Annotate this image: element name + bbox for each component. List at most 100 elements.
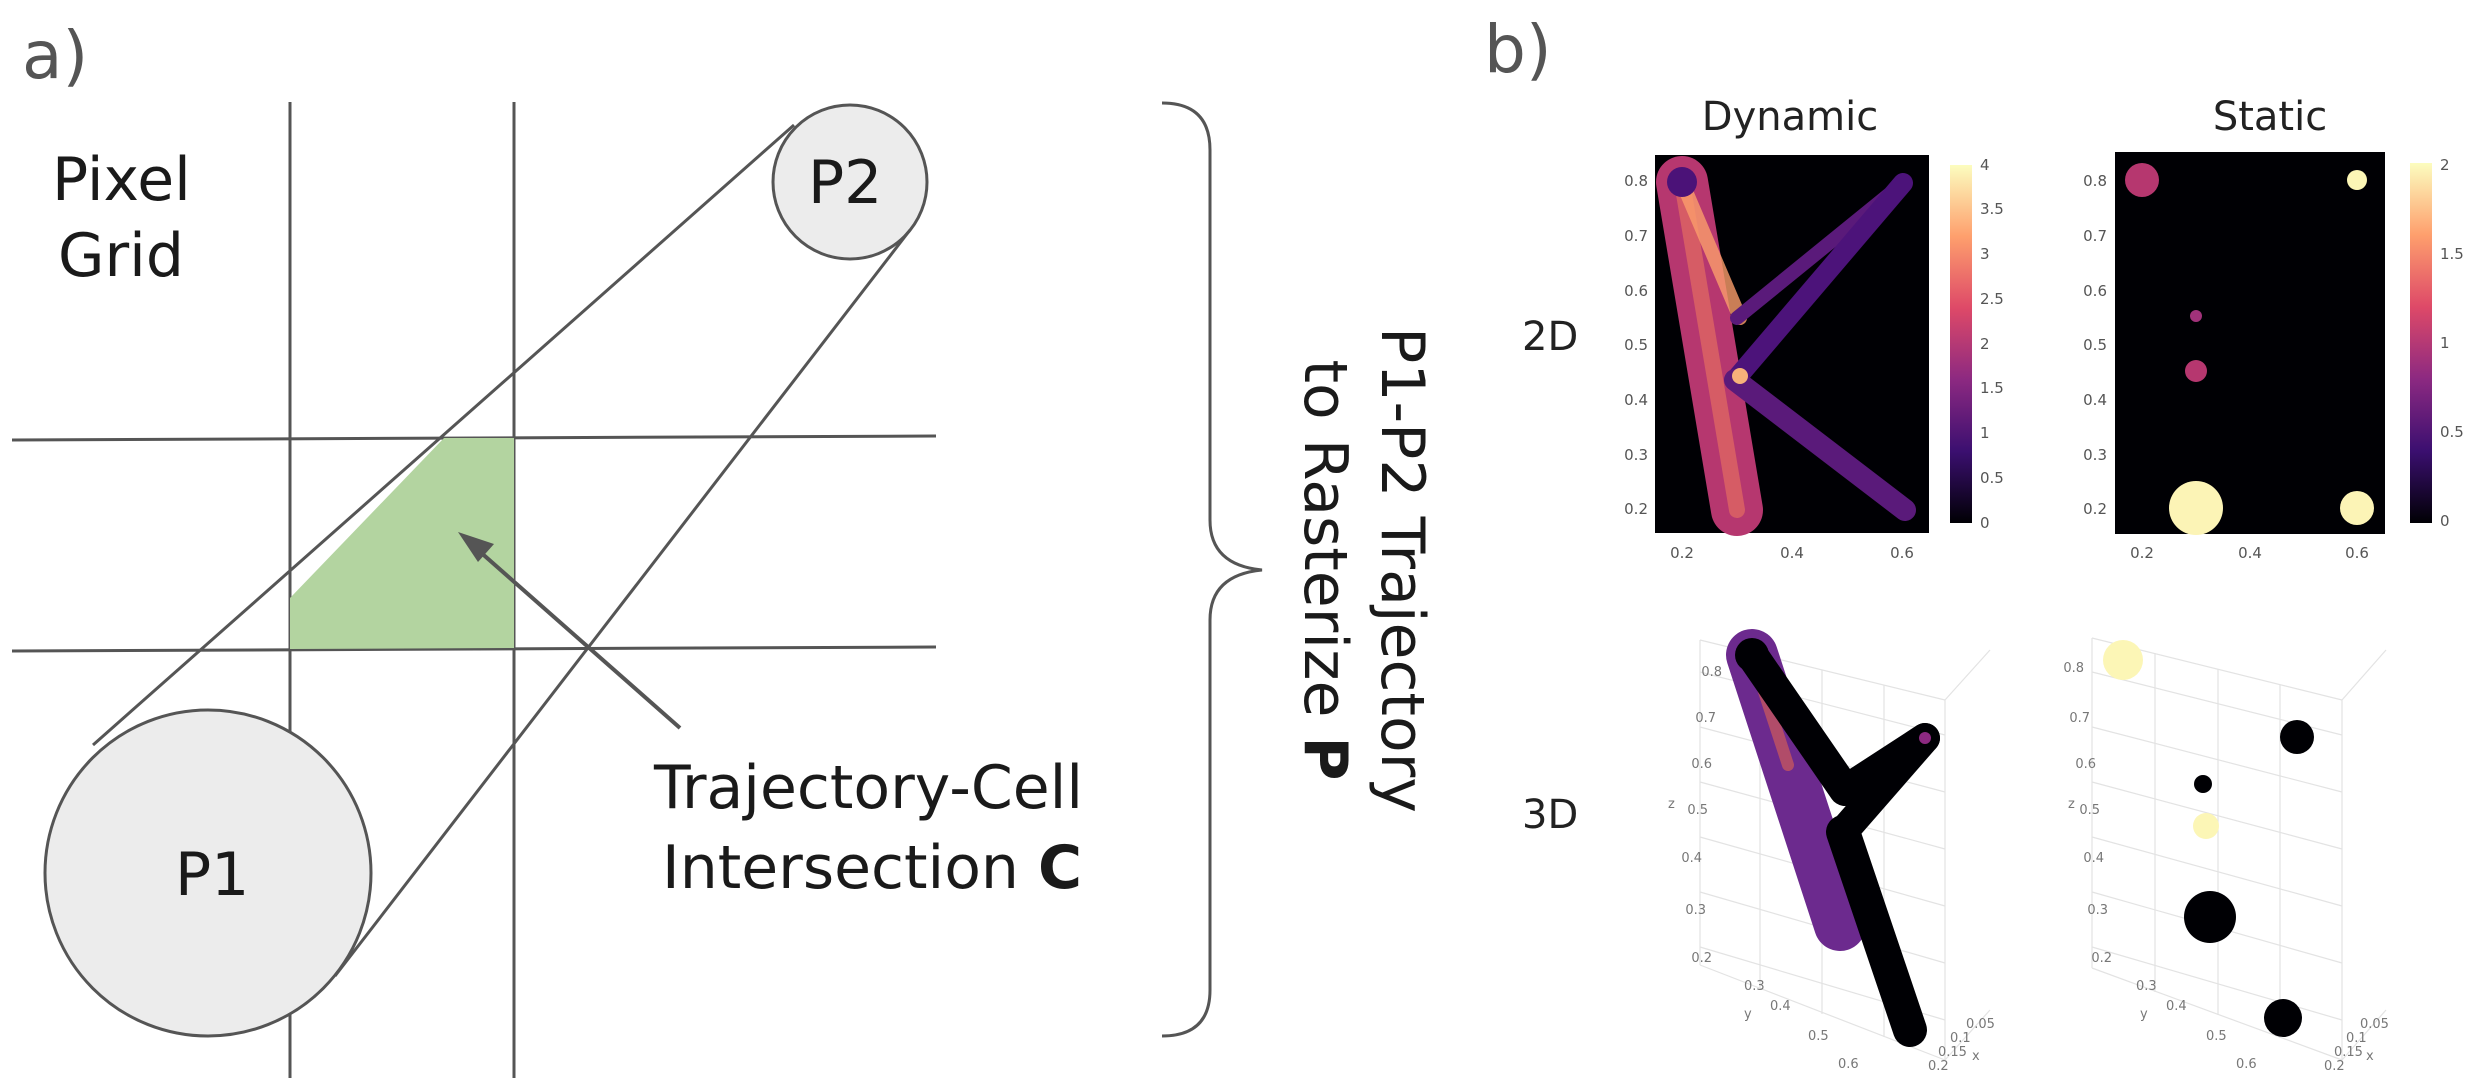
p2-label: P2 — [808, 148, 882, 218]
static-2d-plot-area — [2115, 152, 2385, 534]
intersection-label-line2: Intersection C — [662, 833, 1082, 903]
x-tick: 0.4 — [2238, 544, 2262, 562]
trajectory-stroke-lower-right — [1724, 369, 1916, 521]
x-tick: 0.6 — [2345, 544, 2369, 562]
colorbar-tick: 1 — [1980, 424, 1990, 442]
colorbar-tick: 4 — [1980, 156, 1990, 174]
colorbar-tick: 0.5 — [2440, 423, 2464, 441]
x-tick: 0.1 — [1950, 1031, 1971, 1046]
intersection-label-line1: Trajectory-Cell — [653, 753, 1083, 823]
y-tick: 0.3 — [1624, 446, 1648, 464]
z-tick: 0.3 — [2087, 903, 2108, 918]
colorbar-tick: 1.5 — [1980, 379, 2004, 397]
dynamic-2d-y-ticks: 0.8 0.7 0.6 0.5 0.4 0.3 0.2 — [1624, 172, 1648, 518]
y-tick: 0.2 — [1624, 500, 1648, 518]
z-tick: 0.5 — [2079, 803, 2100, 818]
static-point — [2169, 481, 2223, 535]
static-colorbar-ticks: 2 1.5 1 0.5 0 — [2440, 156, 2464, 530]
brace-label-prefix: to Rasterize — [1290, 360, 1360, 737]
p1-circle — [43, 708, 373, 1038]
panel-b: b) Dynamic Static 2D 3D 0.8 0.7 0.6 0.5 — [1484, 11, 2464, 1074]
col-title-dynamic: Dynamic — [1702, 94, 1878, 140]
static-3d-gridlines — [2091, 637, 2387, 1061]
y-tick: 0.8 — [1624, 172, 1648, 190]
trajectory-edge-lower — [333, 229, 912, 977]
colorbar-tick: 1.5 — [2440, 245, 2464, 263]
dynamic-3d-trajectories — [1726, 629, 1940, 1047]
y-tick: 0.6 — [2236, 1057, 2257, 1072]
colorbar-tick: 2.5 — [1980, 290, 2004, 308]
dyn-start-dot — [1667, 167, 1697, 197]
static3d-point — [2184, 891, 2236, 943]
static-colorbar — [2410, 163, 2432, 523]
intersection-symbol: C — [1038, 833, 1082, 903]
x-tick: 0.6 — [1890, 544, 1914, 562]
trajectory-tube-dark-lower — [1826, 815, 1927, 1047]
static-point — [2190, 310, 2202, 322]
static-point — [2347, 170, 2367, 190]
z-tick: 0.4 — [2083, 851, 2104, 866]
grid-label-line2: Grid — [58, 221, 184, 291]
brace-label-line1-group: P1-P2 Trajectory — [1367, 327, 1437, 813]
z-tick: 0.2 — [1691, 951, 1712, 966]
x-tick: 0.2 — [1670, 544, 1694, 562]
x-tick: 0.1 — [2346, 1031, 2367, 1046]
panel-a: a) Pixel Grid P1 P2 Trajectory-Cell Inte… — [11, 17, 1437, 1078]
static-2d-plot: 0.8 0.7 0.6 0.5 0.4 0.3 0.2 0.2 0.4 0.6 … — [2083, 152, 2464, 562]
x-axis-label: x — [2366, 1049, 2374, 1064]
y-tick: 0.6 — [1838, 1057, 1859, 1072]
static-2d-y-ticks: 0.8 0.7 0.6 0.5 0.4 0.3 0.2 — [2083, 172, 2107, 518]
z-tick: 0.6 — [1691, 757, 1712, 772]
y-tick: 0.3 — [2136, 979, 2157, 994]
intersection-arrow — [476, 548, 682, 730]
dyn3d-start-cap — [1735, 638, 1769, 672]
y-tick: 0.5 — [2083, 336, 2107, 354]
z-tick: 0.6 — [2075, 757, 2096, 772]
colorbar-tick: 0 — [2440, 512, 2450, 530]
static-3d-plot: 0.8 0.7 0.6 0.5 0.4 0.3 0.2 z 0.3 0.4 0.… — [2063, 637, 2389, 1074]
colorbar-tick: 1 — [2440, 334, 2450, 352]
static-3d-z-ticks: 0.8 0.7 0.6 0.5 0.4 0.3 0.2 z — [2063, 661, 2112, 966]
z-axis-label: z — [1668, 797, 1675, 812]
trajectory-stroke-highlight — [1674, 174, 1745, 518]
trajectory-tube-dark-middle — [1828, 723, 1940, 847]
colorbar-tick: 2 — [2440, 156, 2450, 174]
x-tick: 0.4 — [1780, 544, 1804, 562]
col-title-static: Static — [2213, 94, 2327, 140]
z-tick: 0.7 — [2069, 711, 2090, 726]
y-tick: 0.4 — [1770, 999, 1791, 1014]
y-tick: 0.5 — [1624, 336, 1648, 354]
dynamic-colorbar — [1950, 165, 1972, 523]
brace-symbol: P — [1290, 736, 1360, 780]
dynamic-2d-x-ticks: 0.2 0.4 0.6 — [1670, 544, 1914, 562]
y-tick: 0.4 — [1624, 391, 1648, 409]
dynamic-colorbar-ticks: 4 3.5 3 2.5 2 1.5 1 0.5 0 — [1980, 156, 2004, 532]
z-tick: 0.8 — [1701, 665, 1722, 680]
static3d-point — [2193, 813, 2219, 839]
z-tick: 0.5 — [1687, 803, 1708, 818]
y-tick: 0.7 — [2083, 227, 2107, 245]
colorbar-tick: 2 — [1980, 335, 1990, 353]
z-tick: 0.7 — [1695, 711, 1716, 726]
x-axis-label: x — [1972, 1049, 1980, 1064]
brace-label-line2: to Rasterize P — [1290, 360, 1360, 781]
x-tick: 0.15 — [2334, 1045, 2363, 1060]
static3d-point — [2103, 640, 2143, 680]
dynamic-3d-z-ticks: 0.8 0.7 0.6 0.5 0.4 0.3 0.2 z — [1668, 665, 1722, 966]
z-tick: 0.2 — [2091, 951, 2112, 966]
row-label-3d: 3D — [1522, 792, 1578, 838]
panel-a-label: a) — [22, 17, 88, 94]
static3d-point — [2194, 775, 2212, 793]
z-tick: 0.8 — [2063, 661, 2084, 676]
z-axis-label: z — [2068, 797, 2075, 812]
grid-line-h2 — [11, 645, 937, 653]
brace-label-line1: P1-P2 Trajectory — [1367, 327, 1437, 813]
y-tick: 0.5 — [2206, 1029, 2227, 1044]
dyn3d-end-cap — [1919, 732, 1931, 744]
trajectory-stroke-overlap — [1675, 175, 1747, 325]
y-tick: 0.3 — [1744, 979, 1765, 994]
panel-b-label: b) — [1484, 11, 1552, 88]
static-point — [2340, 491, 2374, 525]
z-tick: 0.3 — [1685, 903, 1706, 918]
y-tick: 0.3 — [2083, 446, 2107, 464]
